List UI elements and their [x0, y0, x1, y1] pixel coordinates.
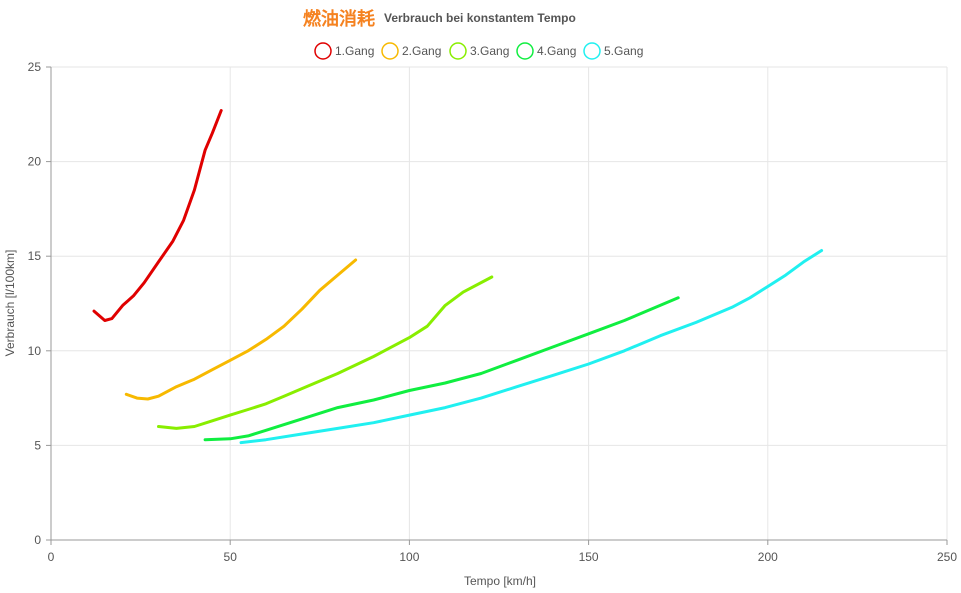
legend: 1.Gang 2.Gang 3.Gang 4.Gang 5.Gang [314, 42, 643, 60]
series-line-3-gang [157, 275, 494, 430]
x-axis-title: Tempo [km/h] [464, 574, 536, 588]
y-axis-title: Verbrauch [l/100km] [3, 250, 17, 357]
legend-label: 4.Gang [537, 44, 576, 58]
legend-marker [381, 42, 399, 60]
legend-item: 5.Gang [583, 42, 643, 60]
chart-subtitle: Verbrauch bei konstantem Tempo [384, 11, 576, 25]
x-tick-label: 250 [937, 550, 957, 564]
series-line-2-gang [124, 258, 358, 401]
legend-label: 2.Gang [402, 44, 441, 58]
axes [50, 67, 947, 541]
y-tick-label: 0 [34, 533, 41, 547]
legend-marker [449, 42, 467, 60]
legend-item: 4.Gang [516, 42, 576, 60]
legend-label: 5.Gang [604, 44, 643, 58]
y-tick-label: 5 [34, 438, 41, 452]
legend-marker [314, 42, 332, 60]
legend-item: 1.Gang [314, 42, 374, 60]
legend-item: 2.Gang [381, 42, 441, 60]
y-tick-label: 10 [28, 344, 42, 358]
series-lines [92, 109, 824, 445]
x-tick-label: 0 [48, 550, 55, 564]
series-line-5-gang [239, 249, 824, 445]
series-line-4-gang [203, 296, 680, 442]
y-tick-label: 15 [28, 249, 42, 263]
x-tick-label: 100 [399, 550, 419, 564]
tick-labels: 0 50 100 150 200 250 0 5 10 15 20 25 [28, 60, 958, 564]
legend-label: 3.Gang [470, 44, 509, 58]
legend-item: 3.Gang [449, 42, 509, 60]
x-tick-label: 150 [579, 550, 599, 564]
grid [46, 66, 948, 545]
y-tick-label: 25 [28, 60, 42, 74]
legend-marker [516, 42, 534, 60]
x-tick-label: 200 [758, 550, 778, 564]
y-tick-label: 20 [28, 155, 42, 169]
series-line-1-gang [92, 109, 223, 322]
chart-title: 燃油消耗 [303, 8, 375, 30]
x-tick-label: 50 [224, 550, 238, 564]
legend-label: 1.Gang [335, 44, 374, 58]
legend-marker [583, 42, 601, 60]
